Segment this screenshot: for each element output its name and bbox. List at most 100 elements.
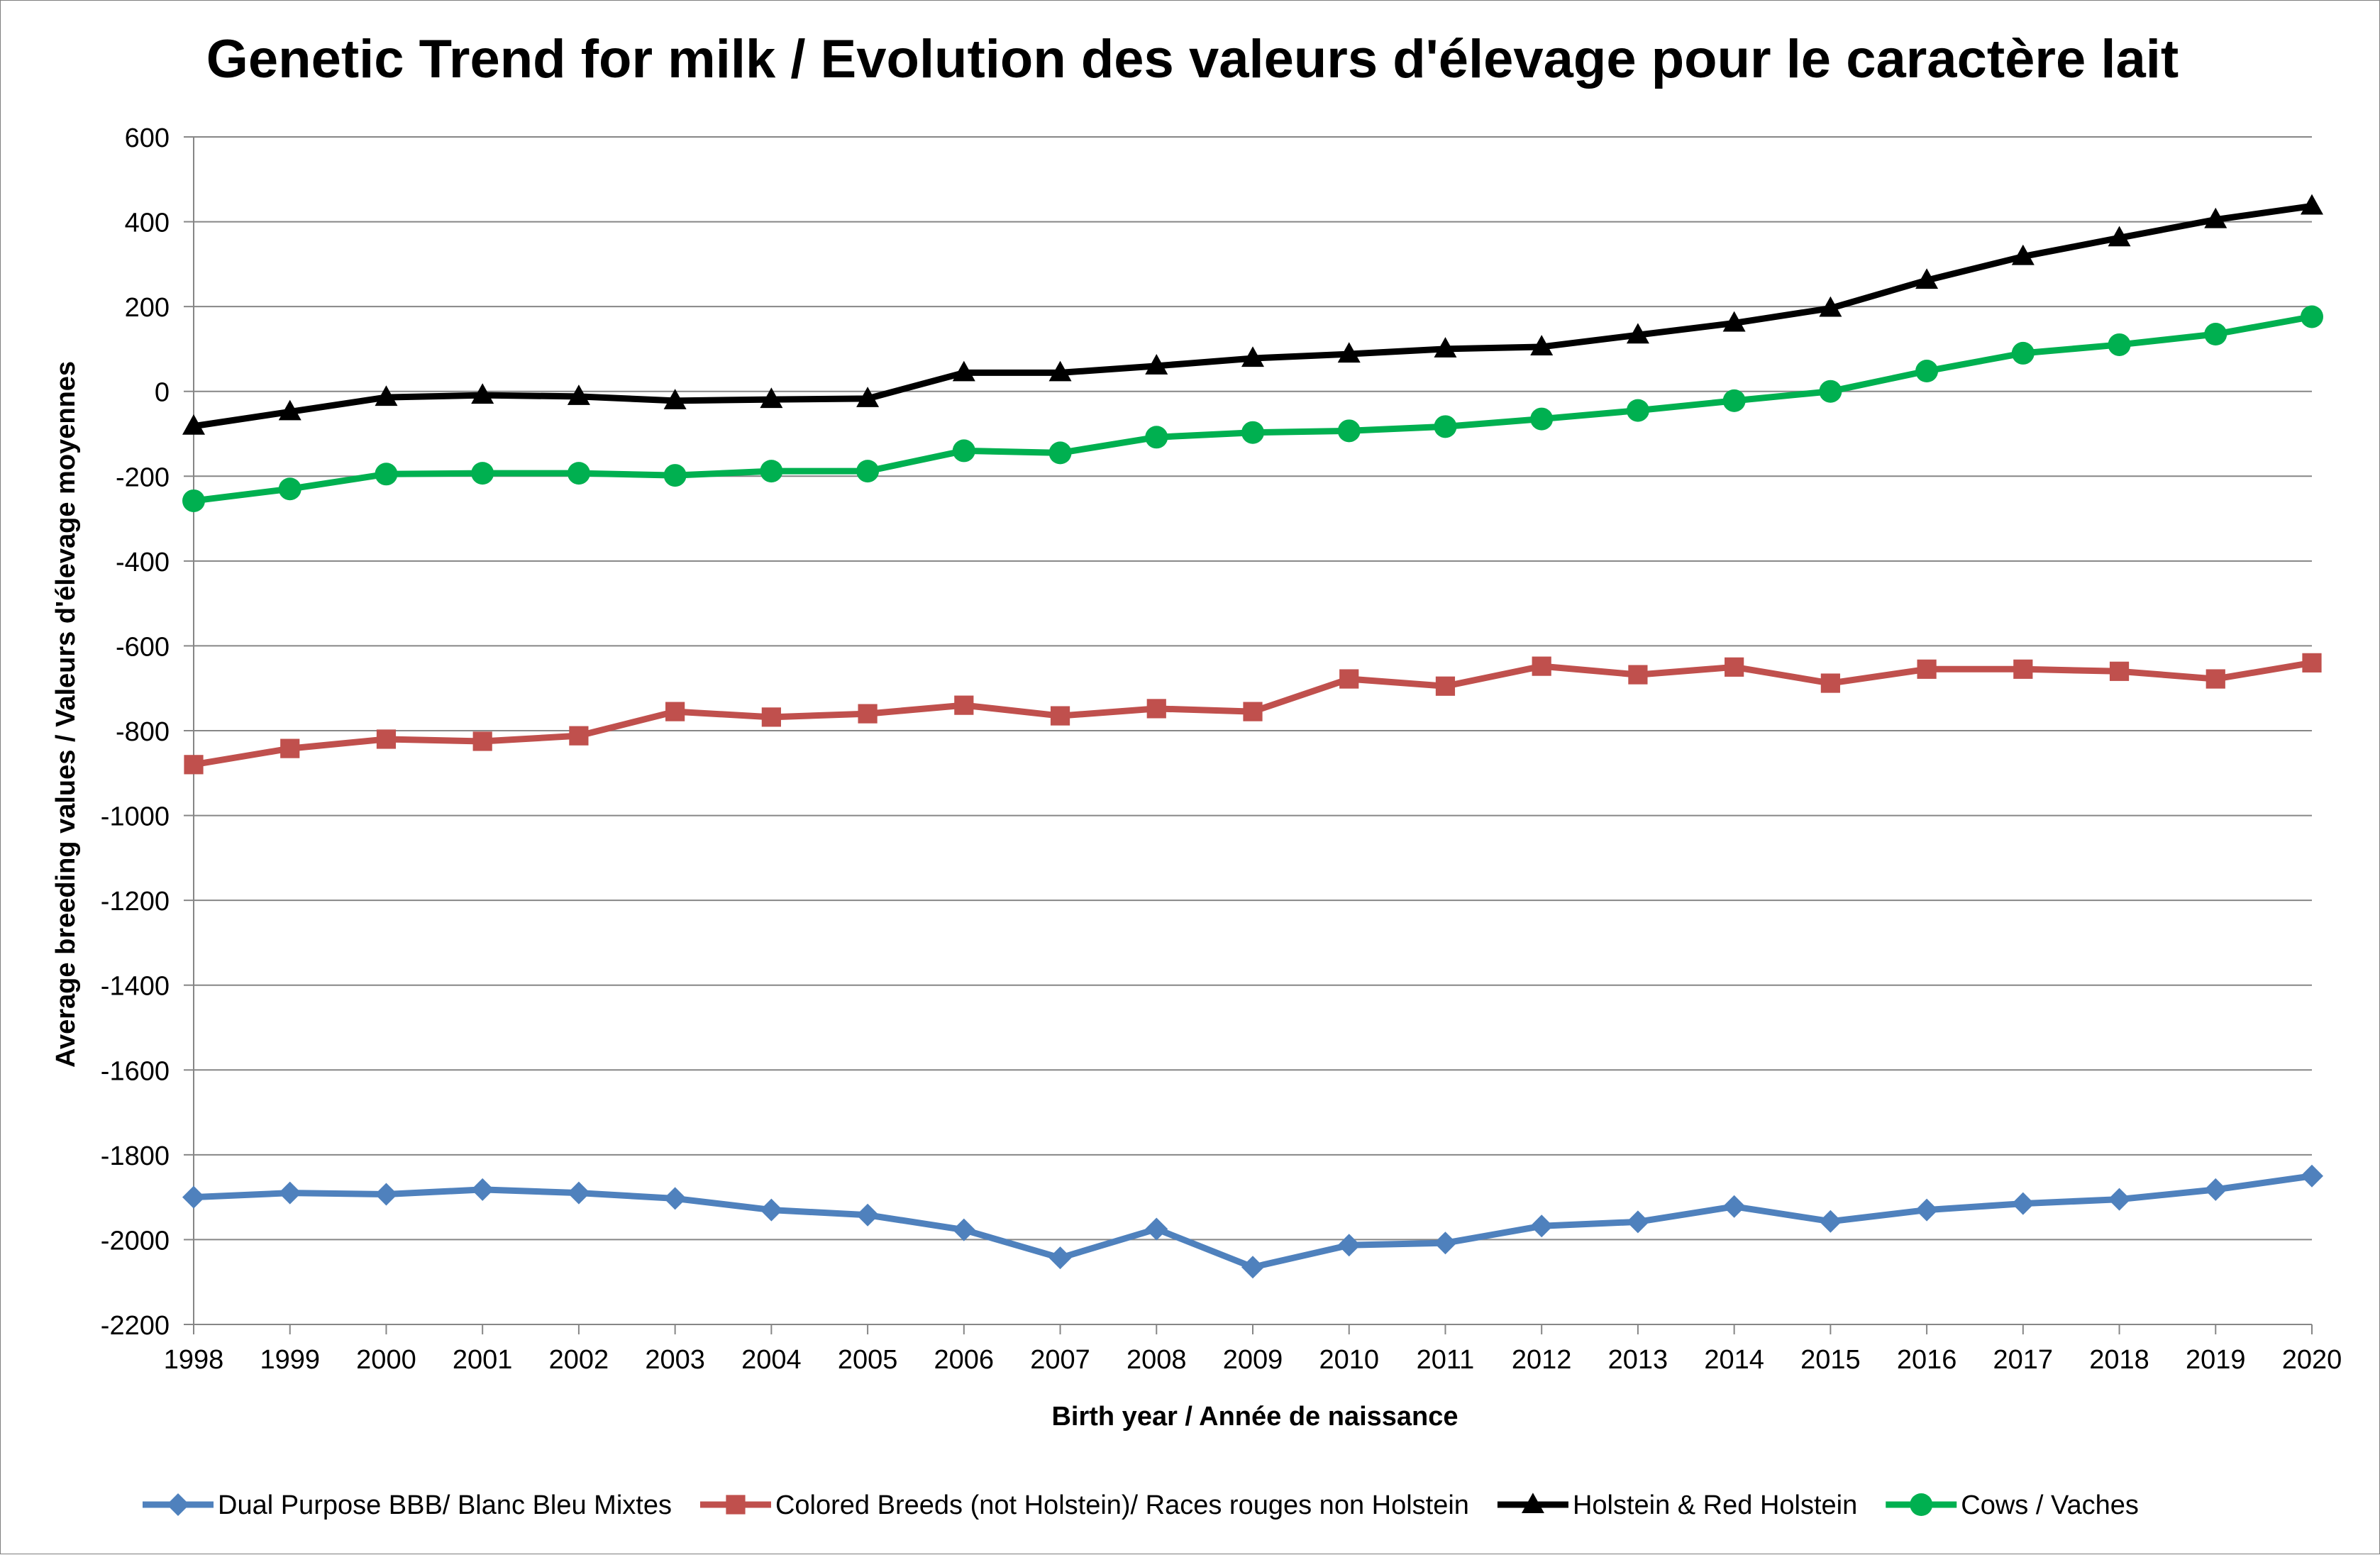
- data-point: [1722, 1195, 1746, 1218]
- data-point: [1435, 676, 1456, 696]
- data-point: [1145, 426, 1168, 449]
- data-point: [1915, 268, 1939, 289]
- x-axis-title: Birth year / Année de naissance: [1051, 1402, 1458, 1432]
- data-point: [569, 726, 589, 746]
- data-point: [471, 462, 494, 485]
- series-line: [193, 314, 2313, 504]
- y-tick-labels: 600 400 200 0 -200 -400 -600 -800 -1000 -1200 -140…: [101, 123, 170, 1341]
- data-point: [1337, 342, 1361, 363]
- data-point: [1339, 669, 1359, 689]
- data-point: [1819, 1210, 1842, 1233]
- data-point: [2204, 323, 2227, 346]
- data-point: [2108, 333, 2131, 356]
- series-2: [184, 653, 2322, 775]
- x-tick-label: 2000: [356, 1345, 416, 1375]
- data-point: [182, 414, 205, 435]
- data-point: [1532, 656, 1551, 676]
- x-tick-label: 2009: [1223, 1345, 1283, 1375]
- data-point: [375, 385, 398, 406]
- data-point: [1530, 1214, 1554, 1238]
- data-point: [663, 1187, 687, 1210]
- x-tick-label: 2018: [2089, 1345, 2149, 1375]
- legend-label: Cows / Vaches: [1961, 1490, 2139, 1520]
- x-tick-label: 2015: [1800, 1345, 1861, 1375]
- data-point: [280, 738, 300, 758]
- data-point: [952, 360, 975, 382]
- data-point: [567, 462, 590, 485]
- data-point: [1530, 335, 1554, 355]
- x-tick-label: 2014: [1704, 1345, 1764, 1375]
- data-point: [1048, 360, 1072, 382]
- data-point: [1145, 1217, 1168, 1241]
- data-point: [1337, 1234, 1361, 1257]
- y-tick-label: -600: [116, 632, 170, 662]
- x-tick-label: 2003: [645, 1345, 705, 1375]
- y-tick-label: -1200: [101, 887, 170, 917]
- data-point: [278, 1181, 301, 1205]
- data-point: [1241, 1256, 1264, 1279]
- data-point: [2204, 207, 2227, 228]
- data-point: [278, 399, 301, 421]
- x-tick-label: 2011: [1417, 1345, 1475, 1375]
- data-point: [663, 389, 687, 409]
- y-tick-label: 400: [125, 209, 170, 238]
- x-tick-label: 2006: [934, 1345, 995, 1375]
- data-point: [760, 1198, 783, 1222]
- data-point: [376, 729, 397, 749]
- series-line: [193, 202, 2313, 430]
- data-point: [471, 383, 494, 404]
- data-point: [1915, 360, 1939, 383]
- x-tick-label: 2008: [1127, 1345, 1187, 1375]
- x-tick-label: 2001: [453, 1345, 513, 1375]
- x-tick-label: 2007: [1030, 1345, 1090, 1375]
- series-4: [182, 305, 2323, 512]
- data-point: [1434, 415, 1457, 438]
- y-tick-label: 0: [155, 378, 170, 408]
- series-3: [182, 194, 2323, 435]
- data-point: [278, 477, 301, 501]
- series-1: [182, 1164, 2323, 1279]
- data-point: [182, 1185, 205, 1209]
- data-point: [2205, 669, 2225, 689]
- x-tick-label: 2012: [1512, 1345, 1572, 1375]
- axes: [193, 137, 2313, 1334]
- legend-marker: [1910, 1493, 1933, 1516]
- y-tick-label: -800: [116, 717, 170, 747]
- x-tick-label: 2002: [549, 1345, 609, 1375]
- data-point: [1145, 354, 1168, 375]
- y-tick-label: -400: [116, 548, 170, 577]
- legend: Dual Purpose BBB/ Blanc Bleu Mixtes Color…: [143, 1490, 2139, 1520]
- data-point: [1628, 665, 1648, 685]
- x-tick-label: 2004: [741, 1345, 802, 1375]
- data-point: [858, 704, 878, 724]
- legend-item: Colored Breeds (not Holstein)/ Races rou…: [699, 1490, 1469, 1520]
- x-tick-label: 2020: [2282, 1345, 2342, 1375]
- data-point: [1626, 323, 1649, 344]
- data-point: [2013, 659, 2033, 679]
- series-lines: [182, 194, 2323, 1279]
- x-tick-labels: 1998 1999 2000 2001 2002 2003 2004 2005 2006 2007…: [164, 1345, 2342, 1375]
- data-point: [761, 707, 781, 727]
- y-tick-label: 600: [125, 123, 170, 153]
- legend-label: Dual Purpose BBB/ Blanc Bleu Mixtes: [218, 1490, 672, 1520]
- data-point: [2011, 341, 2035, 365]
- data-point: [1819, 380, 1842, 403]
- data-point: [1626, 1210, 1649, 1234]
- x-tick-label: 2019: [2186, 1345, 2246, 1375]
- data-point: [1725, 657, 1744, 677]
- data-point: [1434, 1232, 1457, 1255]
- data-point: [1915, 1198, 1939, 1222]
- data-point: [1050, 706, 1070, 726]
- data-point: [1820, 673, 1840, 693]
- legend-item: Cows / Vaches: [1886, 1490, 2139, 1520]
- legend-marker: [726, 1495, 746, 1515]
- data-point: [2301, 305, 2323, 328]
- data-point: [760, 460, 783, 483]
- data-point: [2204, 1178, 2227, 1201]
- data-point: [1917, 659, 1937, 679]
- legend-label: Holstein & Red Holstein: [1573, 1490, 1857, 1520]
- legend-item: Holstein & Red Holstein: [1497, 1490, 1857, 1520]
- data-point: [1241, 421, 1264, 444]
